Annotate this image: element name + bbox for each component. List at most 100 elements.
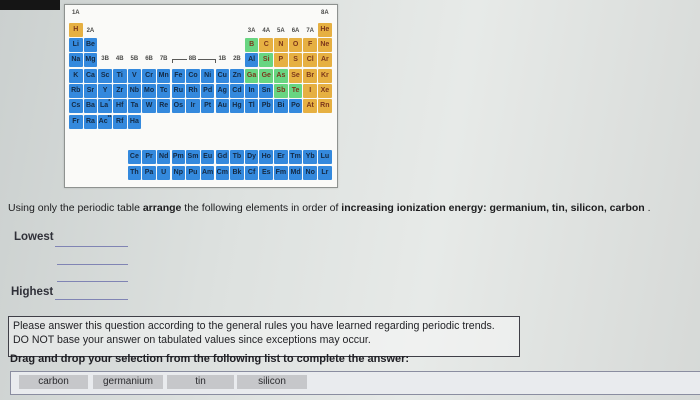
element-cell-Fm: Fm: [274, 165, 288, 180]
element-cell-Ra: Ra: [83, 114, 98, 129]
element-cell-Si: Si: [259, 53, 274, 68]
element-cell-Sc: Sc: [98, 68, 112, 83]
note-line-1: Please answer this question according to…: [13, 320, 495, 332]
element-cell-Pu: Pu: [186, 165, 200, 180]
group-label-7A: 7A: [306, 27, 315, 34]
element-cell-Rb: Rb: [69, 83, 83, 99]
question-text: Using only the periodic table arrange th…: [8, 202, 700, 214]
element-cell-At: At: [303, 99, 317, 114]
element-cell-Ag: Ag: [215, 83, 230, 99]
choice-chip-silicon[interactable]: silicon: [237, 375, 307, 389]
element-cell-Ac: Ac**: [98, 114, 112, 129]
element-cell-Pt: Pt: [200, 99, 215, 114]
group-label-2B: 2B: [233, 55, 241, 62]
element-cell-Fe: Fe: [171, 68, 186, 83]
element-cell-Hf: Hf: [112, 99, 127, 114]
choice-chip-tin[interactable]: tin: [167, 375, 234, 389]
element-cell-F: F: [303, 37, 317, 53]
top-black-strip: [0, 0, 60, 10]
element-cell-Sb: Sb: [274, 83, 288, 99]
element-cell-I: I: [303, 83, 317, 99]
question-segment: germanium, tin, silicon, carbon: [489, 202, 645, 214]
element-cell-N: N: [274, 37, 288, 53]
element-cell-Np: Np: [171, 165, 186, 180]
group-label-1A: 1A: [71, 10, 80, 16]
element-cell-Eu: Eu: [200, 150, 215, 165]
group-label-5A: 5A: [277, 27, 285, 34]
answer-blank-2[interactable]: [57, 264, 128, 265]
element-cell-Dy: Dy: [244, 150, 259, 165]
element-cell-Na: Na: [69, 53, 83, 68]
element-cell-Tc: Tc: [156, 83, 171, 99]
element-cell-Fr: Fr: [69, 114, 83, 129]
element-cell-C: C: [259, 37, 274, 53]
element-cell-H: H: [69, 22, 83, 37]
element-cell-Zr: Zr: [112, 83, 127, 99]
element-cell-B: B: [244, 37, 259, 53]
answer-blank-1[interactable]: [55, 246, 128, 247]
element-cell-Cu: Cu: [215, 68, 230, 83]
element-cell-Al: Al: [244, 53, 259, 68]
element-cell-Pm: Pm: [171, 150, 186, 165]
element-cell-Er: Er: [274, 150, 288, 165]
group-label-5B: 5B: [130, 55, 139, 62]
element-cell-Ba: Ba: [83, 99, 98, 114]
element-cell-Br: Br: [303, 68, 317, 83]
choice-tray: carbon germanium tin silicon: [10, 371, 700, 395]
element-cell-Tb: Tb: [230, 150, 244, 165]
element-cell-Ni: Ni: [200, 68, 215, 83]
element-cell-V: V: [127, 68, 142, 83]
element-cell-Pd: Pd: [200, 83, 215, 99]
group-label-3A: 3A: [247, 27, 256, 34]
element-cell-Te: Te: [288, 83, 303, 99]
answer-blank-4[interactable]: [55, 299, 128, 300]
group-label-6A: 6A: [291, 27, 300, 34]
element-cell-Ha: Ha: [127, 114, 142, 129]
element-cell-Y: Y: [98, 83, 112, 99]
choice-chip-carbon[interactable]: carbon: [19, 375, 88, 389]
element-cell-S: S: [288, 53, 303, 68]
element-cell-He: He: [318, 22, 332, 37]
element-cell-Pb: Pb: [259, 99, 274, 114]
answer-blank-3[interactable]: [57, 281, 128, 282]
element-cell-Mo: Mo: [142, 83, 156, 99]
element-cell-Cl: Cl: [303, 53, 317, 68]
group-label-4A: 4A: [262, 27, 271, 34]
element-cell-Ne: Ne: [318, 37, 332, 53]
element-cell-Ru: Ru: [171, 83, 186, 99]
element-cell-Xe: Xe: [318, 83, 332, 99]
group-label-7B: 7B: [159, 55, 168, 62]
element-cell-Mn: Mn: [156, 68, 171, 83]
element-cell-Ar: Ar: [318, 53, 332, 68]
choice-chip-germanium[interactable]: germanium: [93, 375, 163, 389]
element-cell-Nd: Nd: [156, 150, 171, 165]
element-cell-Li: Li: [69, 37, 83, 53]
element-cell-O: O: [288, 37, 303, 53]
element-cell-Ga: Ga: [244, 68, 259, 83]
element-cell-Ce: Ce: [127, 150, 142, 165]
element-cell-Pr: Pr: [142, 150, 156, 165]
element-cell-Cm: Cm: [215, 165, 230, 180]
element-cell-Cf: Cf: [244, 165, 259, 180]
group-label-4B: 4B: [115, 55, 124, 62]
element-cell-Rf: Rf: [112, 114, 127, 129]
periodic-table-panel: 1A 8A 2A 3A 4A 5A 6A 7A 3B 4B 5B 6B 7B 1B 2B 8B H He Li Be B…: [64, 4, 338, 188]
element-cell-Lu: Lu: [318, 150, 332, 165]
element-cell-No: No: [303, 165, 317, 180]
element-cell-K: K: [69, 68, 83, 83]
element-cell-P: P: [274, 53, 288, 68]
element-cell-Md: Md: [288, 165, 303, 180]
element-cell-Rn: Rn: [318, 99, 332, 114]
element-cell-Sn: Sn: [259, 83, 274, 99]
question-segment: Using only the periodic table: [8, 202, 143, 214]
group-label-1B: 1B: [218, 55, 227, 62]
element-cell-Hg: Hg: [230, 99, 244, 114]
question-segment: arrange: [142, 202, 182, 214]
note-line-2: DO NOT base your answer on tabulated val…: [13, 333, 371, 346]
element-cell-Se: Se: [288, 68, 303, 83]
element-cell-Re: Re: [156, 99, 171, 114]
element-cell-Os: Os: [171, 99, 186, 114]
element-cell-As: As: [274, 68, 288, 83]
element-cell-Cd: Cd: [230, 83, 244, 99]
element-cell-Pa: Pa: [142, 165, 156, 180]
